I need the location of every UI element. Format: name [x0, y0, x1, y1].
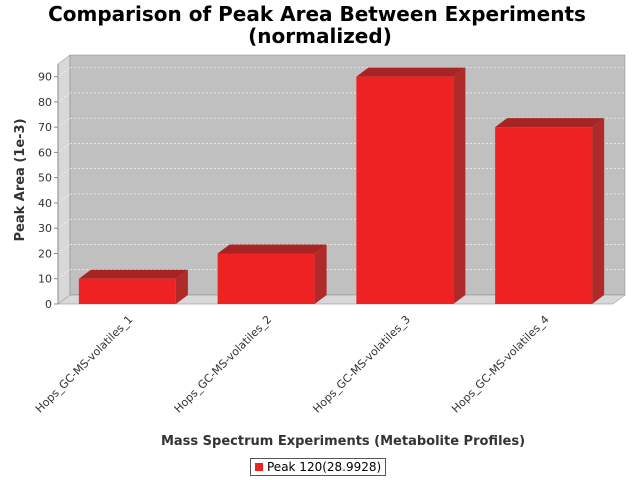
y-axis: 0 10 20 30 40 50 60 70 80 90 — [38, 64, 59, 311]
bar — [217, 253, 315, 304]
plot-left-wall — [57, 54, 71, 305]
x-axis-label: Mass Spectrum Experiments (Metabolite Pr… — [161, 434, 525, 449]
y-tick-label: 10 — [38, 273, 52, 286]
grid-line — [57, 244, 71, 254]
bars — [78, 67, 605, 304]
y-tick-label: 0 — [45, 298, 52, 311]
chart-subtitle: (normalized) — [248, 24, 392, 48]
bar-top — [78, 269, 188, 279]
y-tick-label: 20 — [38, 247, 52, 260]
grid-line — [57, 269, 71, 279]
x-tick-label: Hops_GC-MS-volatiles_4 — [449, 313, 552, 416]
legend: Peak 120(28.9928) — [250, 458, 387, 476]
y-tick-label: 90 — [38, 71, 52, 84]
x-axis: Hops_GC-MS-volatiles_1 Hops_GC-MS-volatil… — [33, 313, 552, 416]
y-tick-label: 40 — [38, 197, 52, 210]
bar-top — [356, 67, 466, 77]
x-tick-label: Hops_GC-MS-volatiles_1 — [33, 313, 136, 416]
bar-side — [453, 67, 466, 304]
legend-label: Peak 120(28.9928) — [267, 460, 382, 474]
grid-line — [57, 143, 71, 153]
grid-line — [57, 67, 71, 77]
bar-top — [217, 244, 327, 254]
y-tick-label: 30 — [38, 222, 52, 235]
bar-side — [175, 269, 188, 304]
bar — [495, 127, 593, 304]
grid-line — [57, 117, 71, 128]
y-tick-label: 60 — [38, 146, 52, 159]
chart-title: Comparison of Peak Area Between Experime… — [48, 2, 586, 26]
grid-line — [57, 92, 71, 103]
bar-top — [495, 118, 605, 128]
y-tick-label: 50 — [38, 172, 52, 185]
grid-line — [57, 168, 71, 178]
x-tick-label: Hops_GC-MS-volatiles_3 — [310, 313, 413, 416]
y-axis-label: Peak Area (1e-3) — [13, 118, 28, 241]
grid-line — [57, 193, 71, 204]
bar-side — [592, 118, 605, 304]
bar — [78, 278, 176, 304]
legend-swatch — [255, 463, 263, 471]
x-tick-label: Hops_GC-MS-volatiles_2 — [172, 313, 275, 416]
y-tick-label: 80 — [38, 96, 52, 109]
grid-line — [57, 218, 71, 229]
bar-side — [314, 244, 327, 304]
bar — [356, 76, 454, 304]
y-tick-label: 70 — [38, 121, 52, 134]
